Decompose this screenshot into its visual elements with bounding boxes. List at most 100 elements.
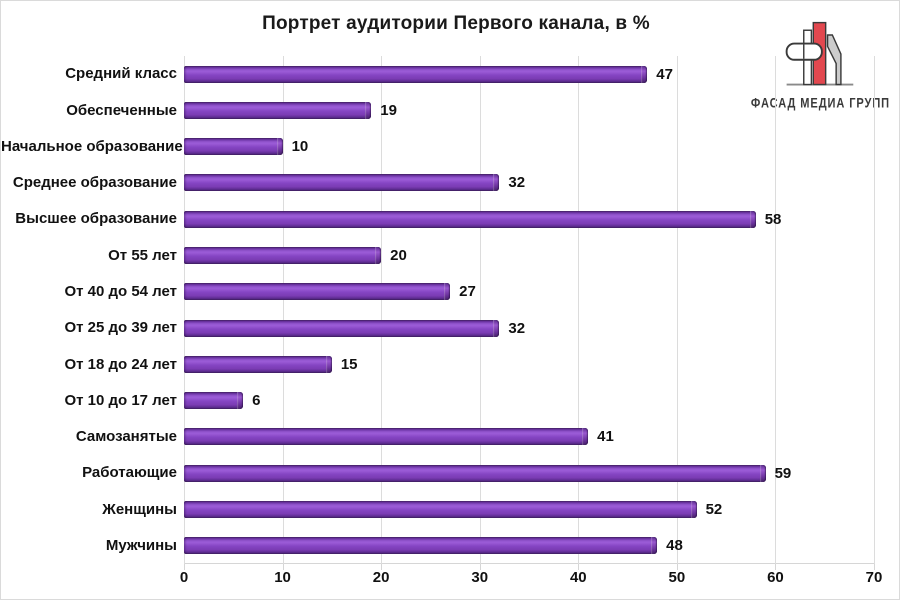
bar-value-label: 20 [390,247,407,265]
category-label: Мужчины [105,536,177,554]
bar-track: 32 [184,174,874,192]
category-label: От 55 лет [108,246,177,264]
chart-title: Портрет аудитории Первого канала, в % [262,13,650,34]
bar-track: 15 [184,355,874,373]
bar [184,101,372,119]
bar-track: 20 [184,247,874,265]
x-tick-mark [282,564,284,570]
bar-row: Начальное образование 10 [1,129,899,165]
x-tick-label: 10 [274,569,291,586]
bar-track: 48 [184,537,874,555]
x-tick-label: 60 [767,569,784,586]
bar [184,501,697,519]
category-label: От 40 до 54 лет [64,282,177,300]
bar-value-label: 27 [459,283,476,301]
category-label: Высшее образование [15,210,177,228]
x-tick-label: 30 [471,569,489,586]
bar-value-label: 41 [597,428,614,446]
category-label: Средний класс [65,65,177,83]
bar [184,138,283,156]
logo-mark-icon [785,21,854,86]
category-label: От 10 до 17 лет [64,391,177,409]
bar [184,464,766,482]
gridline [578,56,580,564]
gridline [184,56,185,564]
logo-text: ФАСАД МЕДИА ГРУПП [750,95,891,112]
bar-row: От 25 до 39 лет 32 [1,310,899,346]
bar-track: 47 [184,65,874,83]
bar-value-label: 52 [705,501,723,519]
x-tick-label: 0 [179,569,189,586]
x-axis-line [184,563,874,564]
bar-track: 32 [184,319,874,337]
bar-track: 41 [184,428,874,446]
bar-value-label: 48 [666,537,683,555]
x-axis-labels: 0 10 20 30 40 50 60 70 [180,569,883,589]
bar-value-label: 32 [508,174,526,192]
company-logo: ФАСАД МЕДИА ГРУПП [745,17,893,112]
x-tick-mark [479,564,481,570]
bar [184,319,500,337]
category-label: Женщины [102,500,177,518]
gridline [479,56,481,564]
bar [184,174,500,192]
x-tick-label: 70 [865,569,883,586]
bar [184,210,756,228]
bar [184,65,648,83]
x-tick-mark [381,564,383,570]
bar-value-label: 10 [291,138,309,156]
gridline [282,56,284,564]
bar-row: Самозанятые 41 [1,419,899,455]
bar-row: От 18 до 24 лет 15 [1,346,899,382]
bar-track: 19 [184,101,874,119]
bar-value-label: 19 [380,101,397,119]
bar-row: Женщины 52 [1,491,899,527]
bar [184,283,451,301]
bar [184,537,658,555]
x-tick-label: 20 [372,569,390,586]
bar-track: 10 [184,138,874,156]
bar-row: Работающие 59 [1,455,899,491]
bar-track: 58 [184,210,874,228]
x-tick-mark [676,564,678,570]
bar [184,392,244,410]
x-tick-mark [874,564,875,570]
x-tick-label: 40 [569,569,587,586]
bar [184,428,589,446]
bar-row: Мужчины 48 [1,528,899,564]
category-label: Начальное образование [1,137,183,155]
bar-row: Среднее образование 32 [1,165,899,201]
bar-track: 27 [184,283,874,301]
bar-track: 6 [184,392,874,410]
bar [184,355,332,373]
category-label: Обеспеченные [66,101,177,119]
gridline [874,56,875,564]
x-tick-mark [184,564,185,570]
bar-value-label: 59 [774,464,792,482]
bar [184,247,382,265]
bar-row: Средний класс 47 [1,56,899,92]
bar-track: 59 [184,464,874,482]
category-label: От 18 до 24 лет [64,355,177,373]
plot-area [184,56,875,570]
bar-value-label: 32 [508,319,526,337]
category-label: Самозанятые [75,428,177,446]
x-tick-mark [578,564,580,570]
bar-value-label: 6 [252,392,261,410]
bar-value-label: 58 [764,210,782,228]
bar-value-label: 47 [656,65,673,83]
category-label: От 25 до 39 лет [64,319,177,337]
category-label: Работающие [82,464,177,482]
bar-row: От 55 лет 20 [1,237,899,273]
bar-value-label: 15 [340,355,358,373]
gridline [676,56,678,564]
x-tick-label: 50 [668,569,686,586]
bar-row: От 40 до 54 лет 27 [1,274,899,310]
bar-row: Обеспеченные 19 [1,92,899,128]
gridline [775,56,777,564]
x-tick-mark [775,564,777,570]
gridline [381,56,383,564]
bar-row: От 10 до 17 лет 6 [1,383,899,419]
bar-rows: Средний класс 47 Обеспеченные 19 Начальное о… [1,56,899,564]
